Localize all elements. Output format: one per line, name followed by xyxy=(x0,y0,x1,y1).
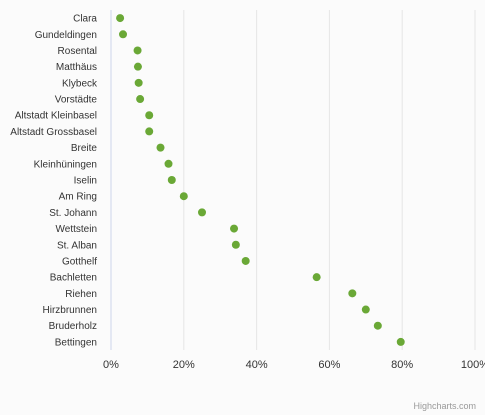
data-point[interactable] xyxy=(156,143,165,152)
data-point[interactable] xyxy=(145,111,154,120)
data-point[interactable] xyxy=(116,14,125,23)
category-label: Breite xyxy=(71,143,98,154)
category-label: Gotthelf xyxy=(62,256,97,267)
category-label: Riehen xyxy=(65,289,97,300)
category-label: Clara xyxy=(73,14,97,25)
credits-link[interactable]: Highcharts.com xyxy=(413,401,476,411)
category-label: Rosental xyxy=(58,46,97,57)
category-label: Bachletten xyxy=(50,273,97,284)
category-label: Am Ring xyxy=(59,192,97,203)
data-point[interactable] xyxy=(136,95,145,104)
category-label: Bruderholz xyxy=(49,321,97,332)
data-point[interactable] xyxy=(241,256,250,265)
category-label: Bettingen xyxy=(55,337,97,348)
data-point[interactable] xyxy=(134,78,143,87)
data-point[interactable] xyxy=(312,273,321,282)
category-label: St. Alban xyxy=(57,240,97,251)
category-labels: Clara Gundeldingen Rosental Matthäus Klybeck… xyxy=(10,14,98,349)
data-point[interactable] xyxy=(373,321,382,330)
category-label: Altstadt Kleinbasel xyxy=(15,111,97,122)
data-point[interactable] xyxy=(231,240,240,249)
category-label: Wettstein xyxy=(56,224,98,235)
category-label: Matthäus xyxy=(56,62,97,73)
data-points xyxy=(116,14,405,346)
category-label: Hirzbrunnen xyxy=(43,305,97,316)
data-point[interactable] xyxy=(145,127,154,136)
x-tick-label: 80% xyxy=(391,359,413,371)
category-label: Vorstädte xyxy=(55,95,98,106)
data-point[interactable] xyxy=(133,46,142,55)
data-point[interactable] xyxy=(133,62,142,71)
data-point[interactable] xyxy=(179,192,188,201)
x-tick-labels: 0% 20% 40% 60% 80% 100% xyxy=(103,359,485,371)
category-label: St. Johann xyxy=(49,208,97,219)
data-point[interactable] xyxy=(198,208,206,217)
data-point[interactable] xyxy=(396,337,405,346)
data-point[interactable] xyxy=(167,176,176,184)
data-point[interactable] xyxy=(361,305,370,314)
category-label: Klybeck xyxy=(62,78,98,89)
category-label: Kleinhüningen xyxy=(34,159,97,170)
data-point[interactable] xyxy=(119,30,128,39)
x-tick-label: 40% xyxy=(246,359,268,371)
data-point[interactable] xyxy=(348,289,357,298)
data-point[interactable] xyxy=(164,159,173,168)
grid-lines xyxy=(183,10,476,350)
x-tick-label: 0% xyxy=(103,359,119,371)
x-tick-label: 20% xyxy=(173,359,195,371)
category-label: Gundeldingen xyxy=(35,30,97,41)
data-point[interactable] xyxy=(230,224,239,233)
x-tick-label: 60% xyxy=(318,359,340,371)
category-label: Altstadt Grossbasel xyxy=(10,127,97,138)
category-label: Iselin xyxy=(74,176,97,187)
x-tick-label: 100% xyxy=(461,359,485,371)
